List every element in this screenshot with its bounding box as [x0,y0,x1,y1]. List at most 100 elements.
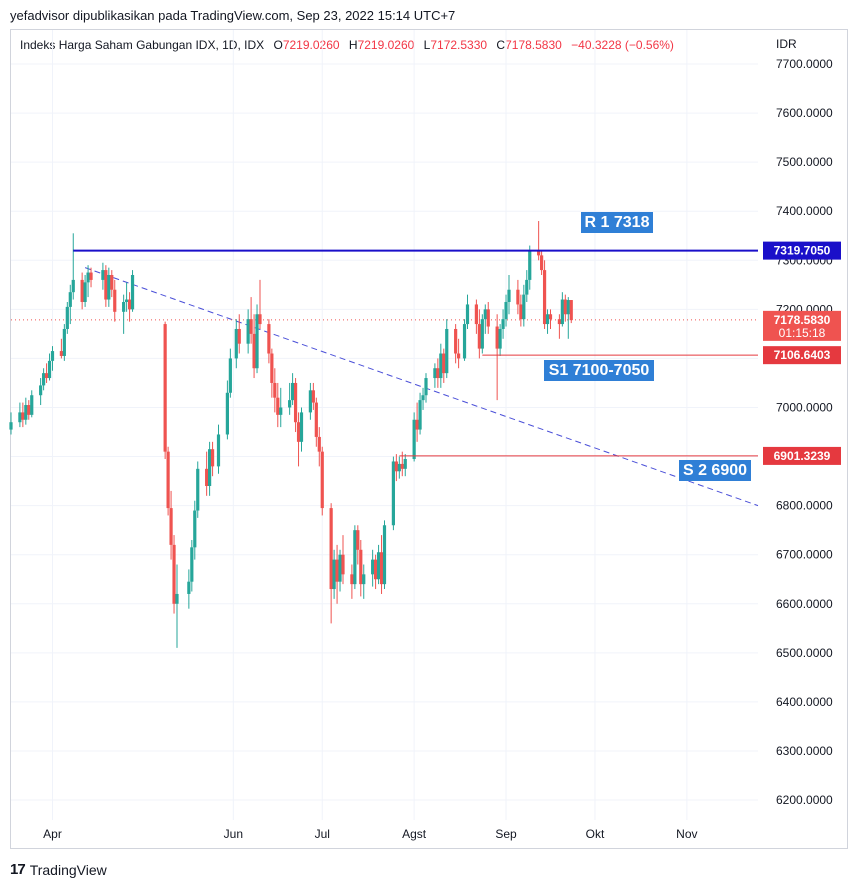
candle-body [483,309,487,320]
candle-body [522,294,526,320]
candle-body [548,314,553,320]
candle-body [62,328,66,356]
candle-body [350,574,354,585]
candle-body [359,549,363,585]
candle-body [210,449,215,467]
candle-body [107,275,111,300]
candle-body [519,304,523,320]
candle-body [495,326,499,349]
candle-body [172,544,176,604]
candle-body [465,304,470,325]
y-tick-label: 6600.0000 [776,597,833,611]
candle-body [50,351,55,361]
candle-body [424,378,428,396]
candle-body [569,300,573,321]
candle-body [382,525,387,585]
candle-body [311,390,315,403]
level-price-text-1: 7319.7050 [774,244,831,258]
bar-countdown-text: 01:15:18 [779,326,826,340]
candle-body [415,419,419,430]
y-tick-label: 6700.0000 [776,548,833,562]
high-label: H [348,38,358,52]
x-tick-label: Sep [495,827,517,841]
candle-body [353,530,357,585]
candle-body [528,250,532,280]
candle-body [397,463,401,472]
candle-body [71,279,75,293]
candle-body [42,373,46,386]
level-price-text-3: 6901.3239 [774,449,831,463]
candle-body [566,300,570,315]
candle-body [175,593,179,604]
candle-body [273,382,277,398]
low-value: 7172.5330 [430,38,488,52]
candle-body [246,319,250,344]
level-annotation-3: S 2 6900 [683,462,747,479]
chart-frame [10,29,848,849]
candle-body [80,279,84,302]
candle-body [391,461,395,526]
candle-body [332,559,336,590]
candle-body [163,324,167,452]
candle-body [225,392,229,435]
candle-body [317,436,321,452]
candle-body [18,412,22,423]
candle-body [439,353,443,379]
candle-body [462,324,467,359]
candle-body [563,299,567,315]
x-tick-label: Jun [224,827,243,841]
y-tick-label: 7600.0000 [776,106,833,120]
candle-body [477,324,481,349]
candle-body [190,547,194,582]
level-annotation-box-1 [581,212,653,233]
descending-trendline [84,267,759,507]
candle-body [65,306,69,329]
candle-body [228,358,232,393]
symbol-legend: Indeks Harga Saham Gabungan IDX, 1D, IDX… [20,38,674,52]
candle-body [457,353,461,359]
candle-body [540,255,544,271]
candle-body [169,508,173,545]
level-price-text-2: 7106.6403 [774,348,831,362]
candle-body [379,552,384,585]
candle-body [27,405,31,415]
candle-body [193,510,197,548]
candle-body [234,328,238,359]
y-tick-label: 6300.0000 [776,744,833,758]
candle-body [293,382,298,423]
candle-body [101,270,105,280]
candle-body [320,451,324,509]
candle-body [442,353,446,374]
level-annotation-box-2 [544,360,654,381]
x-tick-label: Jul [315,827,330,841]
level-annotation-2: S1 7100-7050 [549,362,650,379]
tradingview-logo-icon: 17 [10,861,26,878]
candle-body [296,422,301,442]
candle-body [21,412,25,420]
candle-body [412,419,416,460]
candle-body [308,390,312,413]
candle-body [255,314,259,369]
candle-body [24,405,28,420]
y-tick-label: 6800.0000 [776,499,833,513]
last-price-text: 7178.5830 [774,313,831,327]
candle-body [59,351,63,356]
level-annotation-box-3 [679,460,751,481]
candle-body [486,309,490,327]
candle-body [516,289,520,305]
candle-body [501,319,505,329]
y-tick-label: 7500.0000 [776,155,833,169]
y-tick-label: 7400.0000 [776,204,833,218]
y-tick-label: 6500.0000 [776,646,833,660]
candle-body [545,314,550,325]
candle-body [356,530,360,550]
candle-body [122,301,126,312]
candle-body [270,353,274,383]
candle-body [216,434,221,467]
candle-body [400,463,404,469]
candle-body [127,299,132,310]
candle-body [237,328,241,344]
level-annotation-1: R 1 7318 [585,214,650,231]
candle-body [86,272,90,283]
